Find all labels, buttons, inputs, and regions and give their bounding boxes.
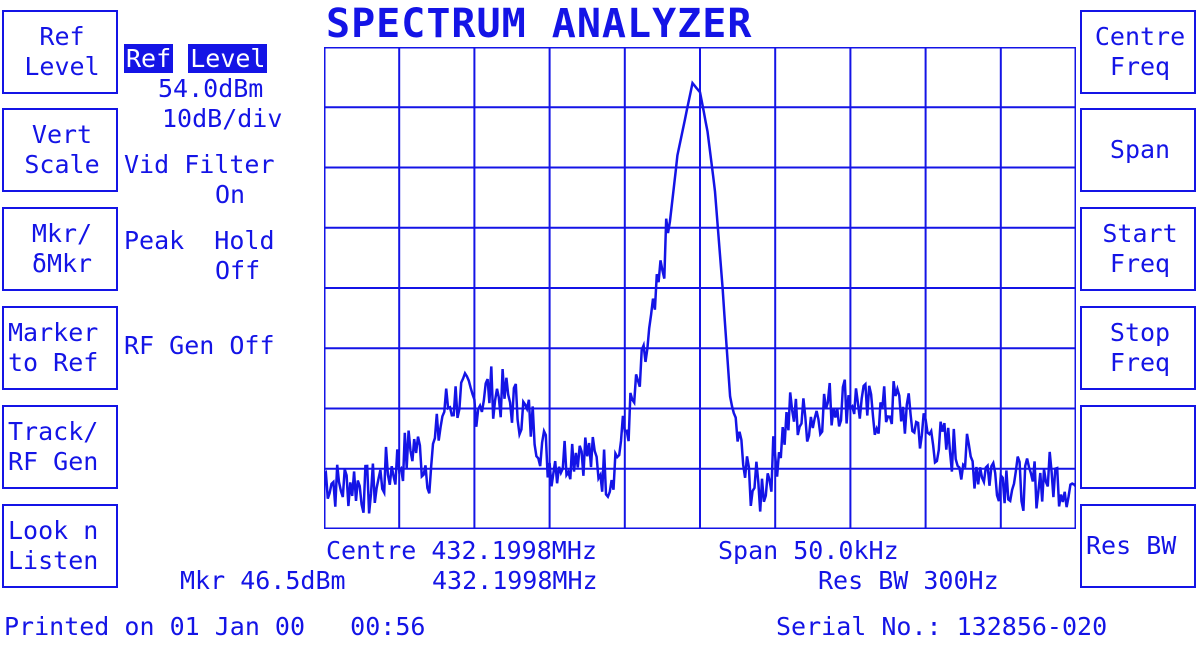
vid-filter-value: On xyxy=(215,180,246,209)
peak-hold-label: Peak Hold xyxy=(124,226,275,255)
marker-level-readout: Mkr 46.5dBm xyxy=(180,566,346,595)
level-word: Level xyxy=(188,44,268,73)
softkey-label: Mkr/ xyxy=(31,219,93,248)
vid-filter-label: Vid Filter xyxy=(124,150,275,179)
softkey-label: Span xyxy=(1109,135,1171,164)
look-n-listen-button[interactable]: Look n Listen xyxy=(2,504,118,588)
app-title: SPECTRUM ANALYZER xyxy=(326,1,753,47)
spectrum-display xyxy=(324,47,1076,529)
softkey-label: Centre xyxy=(1094,22,1186,51)
softkey-label: Track/ xyxy=(8,417,99,446)
centre-freq-button[interactable]: Centre Freq xyxy=(1080,10,1196,94)
printed-timestamp: Printed on 01 Jan 00 00:56 xyxy=(4,612,426,641)
softkey-label: Freq xyxy=(1109,249,1171,278)
softkey-label: δMkr xyxy=(31,249,93,278)
softkey-label: Start xyxy=(1102,219,1178,248)
vert-scale-button[interactable]: Vert Scale xyxy=(2,108,118,192)
softkey-label: Level xyxy=(24,52,100,81)
softkey-label: Ref xyxy=(39,22,85,51)
softkey-label: Marker xyxy=(8,318,99,347)
softkey-label: RF Gen xyxy=(8,447,99,476)
track-rf-gen-button[interactable]: Track/ RF Gen xyxy=(2,405,118,489)
peak-hold-value: Off xyxy=(215,256,261,285)
softkey-label: Look n xyxy=(8,516,99,545)
stop-freq-button[interactable]: Stop Freq xyxy=(1080,306,1196,390)
ref-level-heading: Ref Level xyxy=(124,44,268,74)
softkey-label: to Ref xyxy=(8,348,99,377)
start-freq-button[interactable]: Start Freq xyxy=(1080,207,1196,291)
ref-word: Ref xyxy=(124,44,174,73)
ref-level-button[interactable]: Ref Level xyxy=(2,10,118,94)
softkey-label: Vert xyxy=(31,120,93,149)
softkey-label: Scale xyxy=(24,150,100,179)
softkey-label: Freq xyxy=(1109,52,1171,81)
span-readout: Span 50.0kHz xyxy=(718,536,899,565)
serial-number: Serial No.: 132856-020 xyxy=(776,612,1108,641)
spectrum-trace xyxy=(324,80,1076,514)
graticule xyxy=(324,47,1076,529)
marker-freq-readout: 432.1998MHz xyxy=(432,566,598,595)
softkey-label: Res BW xyxy=(1086,531,1177,560)
rf-gen-status: RF Gen Off xyxy=(124,331,275,360)
softkey-label: Listen xyxy=(8,546,99,575)
blank-softkey[interactable] xyxy=(1080,405,1196,489)
ref-level-value: 54.0dBm xyxy=(158,74,264,103)
centre-freq-readout: Centre 432.1998MHz xyxy=(326,536,597,565)
marker-to-ref-button[interactable]: Marker to Ref xyxy=(2,306,118,390)
marker-delta-button[interactable]: Mkr/ δMkr xyxy=(2,207,118,291)
res-bw-button[interactable]: Res BW xyxy=(1080,504,1196,588)
softkey-label: Stop xyxy=(1109,318,1171,347)
vert-scale-value: 10dB/div xyxy=(162,104,283,133)
span-button[interactable]: Span xyxy=(1080,108,1196,192)
softkey-label: Freq xyxy=(1109,348,1171,377)
res-bw-readout: Res BW 300Hz xyxy=(818,566,999,595)
